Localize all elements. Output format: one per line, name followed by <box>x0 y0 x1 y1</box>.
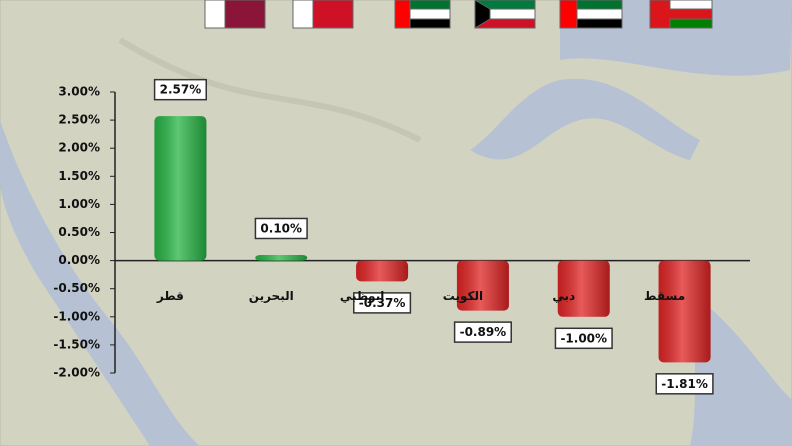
y-tick-label: -1.50% <box>53 337 100 351</box>
value-label: -1.81% <box>661 377 708 391</box>
value-label-box <box>353 292 412 314</box>
value-label: -1.00% <box>560 331 607 345</box>
y-tick-label: 0.00% <box>58 253 100 267</box>
x-tick-label: قطر <box>156 289 184 303</box>
bar-shade <box>255 254 308 261</box>
flags <box>204 0 713 29</box>
value-label: 0.10% <box>260 221 302 235</box>
bar-shade <box>154 116 207 261</box>
value-label-box <box>153 78 207 101</box>
x-tick-label: ابوظبي <box>340 289 384 304</box>
y-tick-label: 3.00% <box>58 85 100 99</box>
y-tick-label: 2.50% <box>58 113 100 127</box>
x-tick-label: البحرين <box>249 289 294 303</box>
y-tick-label: 2.00% <box>58 141 100 155</box>
value-label-box <box>554 327 613 350</box>
y-tick-label: 1.50% <box>58 169 100 183</box>
value-label-box <box>453 321 512 343</box>
y-tick-label: 1.00% <box>58 197 100 211</box>
y-tick-label: 0.50% <box>58 225 100 239</box>
value-label: -0.37% <box>359 296 406 310</box>
bar-shade <box>456 260 509 311</box>
value-label: 2.57% <box>160 83 202 97</box>
y-tick-label: -2.00% <box>53 366 100 380</box>
bar-shade <box>356 260 409 282</box>
bar-shade <box>557 260 610 317</box>
value-label-box <box>254 217 308 240</box>
x-tick-label: الكويت <box>443 289 483 304</box>
value-label: -0.89% <box>460 325 507 339</box>
x-tick-label: دبي <box>552 289 575 303</box>
bar-shade <box>658 260 711 363</box>
x-tick-label: مسقط <box>644 289 685 303</box>
y-tick-label: -0.50% <box>53 281 100 295</box>
value-label-box <box>655 373 714 395</box>
y-tick-label: -1.00% <box>53 309 100 323</box>
